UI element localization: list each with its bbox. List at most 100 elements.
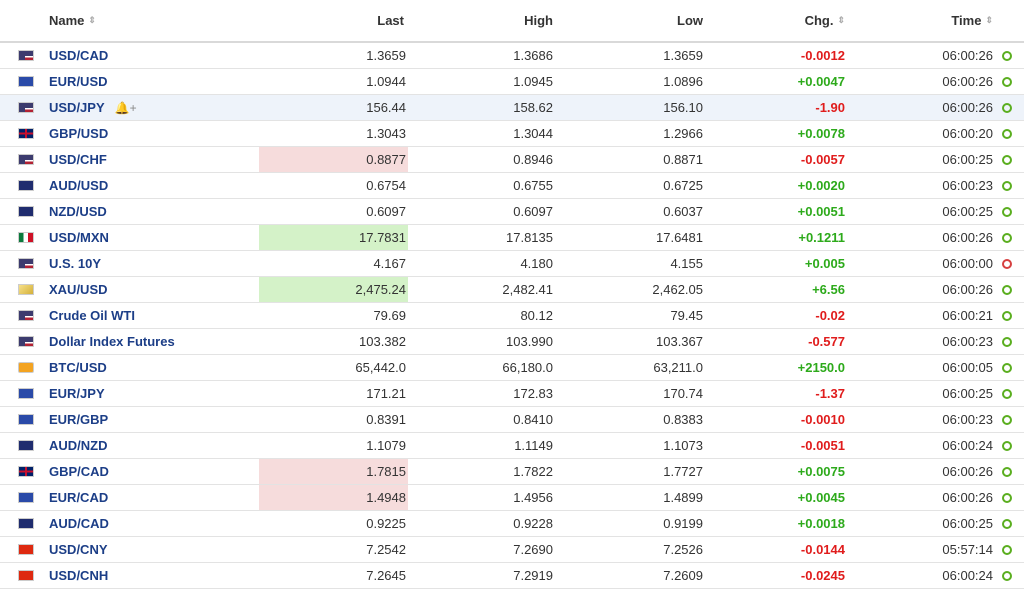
last-value: 0.6754 bbox=[366, 178, 406, 193]
last-value: 7.2542 bbox=[366, 542, 406, 557]
instrument-name-link[interactable]: BTC/USD bbox=[49, 355, 249, 380]
change-value: -0.0012 bbox=[800, 48, 845, 63]
high-value: 0.8410 bbox=[513, 412, 553, 427]
column-header-time[interactable]: Time ⇕ bbox=[845, 0, 993, 41]
btc-flag-icon bbox=[18, 362, 34, 373]
instrument-name-link[interactable]: EUR/CAD bbox=[49, 485, 249, 510]
table-row[interactable]: XAU/USD 2,475.24 2,482.41 2,462.05 +6.56 06:0… bbox=[0, 277, 1024, 303]
table-row[interactable]: U.S. 10Y 4.167 4.180 4.155 +0.005 06:00:00 bbox=[0, 251, 1024, 277]
instrument-name-link[interactable]: USD/CAD bbox=[49, 43, 249, 68]
last-value: 1.3043 bbox=[366, 126, 406, 141]
table-row[interactable]: USD/CHF 0.8877 0.8946 0.8871 -0.0057 06:00:25 bbox=[0, 147, 1024, 173]
table-row[interactable]: AUD/NZD 1.1079 1.1149 1.1073 -0.0051 06:00:24 bbox=[0, 433, 1024, 459]
flag-cell bbox=[18, 277, 36, 302]
instrument-name-link[interactable]: GBP/USD bbox=[49, 121, 249, 146]
table-row[interactable]: USD/CNH 7.2645 7.2919 7.2609 -0.0245 06:00:24 bbox=[0, 563, 1024, 589]
column-header-high[interactable]: High bbox=[408, 0, 553, 41]
instrument-name-link[interactable]: Crude Oil WTI bbox=[49, 303, 249, 328]
table-row[interactable]: Crude Oil WTI 79.69 80.12 79.45 -0.02 06:00:2… bbox=[0, 303, 1024, 329]
column-header-low[interactable]: Low bbox=[553, 0, 703, 41]
low-value: 156.10 bbox=[663, 100, 703, 115]
low-value: 0.8383 bbox=[663, 412, 703, 427]
table-row[interactable]: AUD/USD 0.6754 0.6755 0.6725 +0.0020 06:00:23 bbox=[0, 173, 1024, 199]
high-value: 0.6755 bbox=[513, 178, 553, 193]
market-open-clock-icon bbox=[1002, 284, 1012, 295]
market-open-clock-icon bbox=[1002, 414, 1012, 425]
table-row[interactable]: EUR/USD 1.0944 1.0945 1.0896 +0.0047 06:00:26 bbox=[0, 69, 1024, 95]
instrument-name-link[interactable]: U.S. 10Y bbox=[49, 251, 249, 276]
time-value: 06:00:20 bbox=[942, 126, 993, 141]
market-open-clock-icon bbox=[1002, 362, 1012, 373]
market-open-clock-icon bbox=[1002, 76, 1012, 87]
table-row[interactable]: EUR/CAD 1.4948 1.4956 1.4899 +0.0045 06:00:26 bbox=[0, 485, 1024, 511]
table-row[interactable]: Dollar Index Futures 103.382 103.990 103.36… bbox=[0, 329, 1024, 355]
table-row[interactable]: USD/CAD 1.3659 1.3686 1.3659 -0.0012 06:00:26 bbox=[0, 43, 1024, 69]
instrument-name-link[interactable]: USD/JPY 🔔+ bbox=[49, 95, 249, 120]
instrument-name-link[interactable]: AUD/USD bbox=[49, 173, 249, 198]
low-value: 170.74 bbox=[663, 386, 703, 401]
column-header-chg[interactable]: Chg. ⇕ bbox=[703, 0, 845, 41]
time-cell: 06:00:25 bbox=[845, 381, 993, 406]
change-cell: +0.0047 bbox=[703, 69, 845, 94]
time-value: 06:00:23 bbox=[942, 412, 993, 427]
high-cell: 1.3044 bbox=[408, 121, 553, 146]
low-cell: 2,462.05 bbox=[553, 277, 703, 302]
table-row[interactable]: GBP/USD 1.3043 1.3044 1.2966 +0.0078 06:00:20 bbox=[0, 121, 1024, 147]
time-cell: 06:00:21 bbox=[845, 303, 993, 328]
change-value: +0.0075 bbox=[797, 464, 845, 479]
instrument-name-link[interactable]: USD/CNH bbox=[49, 563, 249, 588]
table-row[interactable]: USD/MXN 17.7831 17.8135 17.6481 +0.1211 06:00… bbox=[0, 225, 1024, 251]
table-row[interactable]: GBP/CAD 1.7815 1.7822 1.7727 +0.0075 06:00:26 bbox=[0, 459, 1024, 485]
clock-cell bbox=[1002, 251, 1016, 276]
market-open-clock-icon bbox=[1002, 232, 1012, 243]
instrument-name-link[interactable]: AUD/CAD bbox=[49, 511, 249, 536]
au-flag-icon bbox=[18, 180, 34, 191]
change-cell: +0.005 bbox=[703, 251, 845, 276]
instrument-name-link[interactable]: Dollar Index Futures bbox=[49, 329, 249, 354]
instrument-name-link[interactable]: NZD/USD bbox=[49, 199, 249, 224]
column-header-high-label: High bbox=[524, 13, 553, 28]
clock-cell bbox=[1002, 69, 1016, 94]
high-value: 0.6097 bbox=[513, 204, 553, 219]
table-row[interactable]: USD/JPY 🔔+ 156.44 158.62 156.10 -1.90 06:00:26 bbox=[0, 95, 1024, 121]
time-cell: 06:00:00 bbox=[845, 251, 993, 276]
column-header-last[interactable]: Last bbox=[259, 0, 404, 41]
last-value: 17.7831 bbox=[359, 230, 406, 245]
time-value: 06:00:26 bbox=[942, 74, 993, 89]
flag-cell bbox=[18, 537, 36, 562]
table-row[interactable]: EUR/JPY 171.21 172.83 170.74 -1.37 06:00:25 bbox=[0, 381, 1024, 407]
flag-cell bbox=[18, 251, 36, 276]
instrument-name-link[interactable]: USD/CNY bbox=[49, 537, 249, 562]
table-row[interactable]: USD/CNY 7.2542 7.2690 7.2526 -0.0144 05:57:14 bbox=[0, 537, 1024, 563]
au-flag-icon bbox=[18, 206, 34, 217]
instrument-name-link[interactable]: EUR/USD bbox=[49, 69, 249, 94]
clock-cell bbox=[1002, 43, 1016, 68]
instrument-name-link[interactable]: XAU/USD bbox=[49, 277, 249, 302]
low-value: 1.0896 bbox=[663, 74, 703, 89]
low-cell: 63,211.0 bbox=[553, 355, 703, 380]
change-value: +0.0018 bbox=[797, 516, 845, 531]
column-header-name[interactable]: Name ⇕ bbox=[49, 0, 96, 41]
instrument-name-link[interactable]: AUD/NZD bbox=[49, 433, 249, 458]
instrument-name-link[interactable]: GBP/CAD bbox=[49, 459, 249, 484]
table-row[interactable]: NZD/USD 0.6097 0.6097 0.6037 +0.0051 06:00:25 bbox=[0, 199, 1024, 225]
time-cell: 06:00:23 bbox=[845, 407, 993, 432]
flag-cell bbox=[18, 43, 36, 68]
cn-flag-icon bbox=[18, 570, 34, 581]
clock-cell bbox=[1002, 433, 1016, 458]
us-flag-icon bbox=[18, 50, 34, 61]
market-open-clock-icon bbox=[1002, 50, 1012, 61]
instrument-name-link[interactable]: USD/CHF bbox=[49, 147, 249, 172]
low-cell: 103.367 bbox=[553, 329, 703, 354]
high-cell: 0.6097 bbox=[408, 199, 553, 224]
table-row[interactable]: AUD/CAD 0.9225 0.9228 0.9199 +0.0018 06:00:25 bbox=[0, 511, 1024, 537]
table-row[interactable]: EUR/GBP 0.8391 0.8410 0.8383 -0.0010 06:00:23 bbox=[0, 407, 1024, 433]
instrument-name-link[interactable]: USD/MXN bbox=[49, 225, 249, 250]
instrument-name-link[interactable]: EUR/JPY bbox=[49, 381, 249, 406]
last-change-highlight bbox=[259, 225, 408, 250]
market-open-clock-icon bbox=[1002, 154, 1012, 165]
table-row[interactable]: BTC/USD 65,442.0 66,180.0 63,211.0 +2150.0 06… bbox=[0, 355, 1024, 381]
instrument-name-link[interactable]: EUR/GBP bbox=[49, 407, 249, 432]
add-alert-bell-icon[interactable]: 🔔+ bbox=[114, 100, 137, 115]
last-value: 0.8391 bbox=[366, 412, 406, 427]
